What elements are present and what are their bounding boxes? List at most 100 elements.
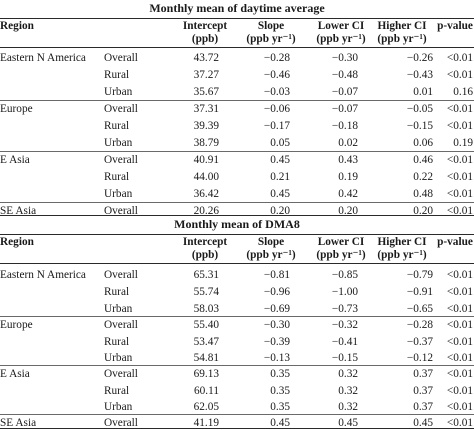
table-cell-lower-ci: 0.32	[338, 368, 358, 380]
column-header-intercept: (ppb)	[191, 249, 219, 261]
table-cell-intercept: 20.26	[193, 205, 219, 217]
table-cell-higher-ci: 0.37	[413, 401, 433, 413]
region-divider	[0, 151, 474, 152]
table-cell-slope: −0.96	[263, 286, 290, 298]
table-cell-higher-ci: 0.37	[413, 385, 433, 397]
table-cell-slope: −0.13	[263, 352, 290, 364]
column-header-higher-ci: Higher CI	[377, 236, 427, 248]
table-cell-slope: 0.35	[270, 368, 290, 380]
column-header-region: Region	[0, 236, 34, 248]
table-cell-lower-ci: 0.45	[338, 417, 358, 429]
table-cell-p-value: <0.01	[446, 303, 473, 315]
table-title: Monthly mean of daytime average	[149, 1, 325, 15]
table-cell-intercept: 40.91	[193, 154, 219, 166]
table-cell-lower-ci: 0.02	[338, 137, 358, 149]
table-cell-p-value: <0.01	[446, 52, 473, 64]
region-divider	[0, 202, 474, 203]
table-top-rule	[0, 234, 474, 235]
region-divider	[0, 100, 474, 101]
header-rule	[0, 263, 474, 264]
group-label: Overall	[104, 154, 138, 166]
column-header-intercept: Intercept	[182, 20, 228, 32]
column-header-higher-ci: Higher CI	[377, 20, 427, 32]
table-cell-higher-ci: 0.20	[413, 205, 433, 217]
table-cell-slope: −0.03	[263, 86, 290, 98]
table-cell-lower-ci: 0.32	[338, 401, 358, 413]
table-cell-higher-ci: 0.45	[413, 417, 433, 429]
table-cell-intercept: 55.74	[193, 286, 219, 298]
table-cell-higher-ci: 0.46	[413, 154, 433, 166]
table-cell-p-value: <0.01	[446, 69, 473, 81]
table-cell-lower-ci: 0.43	[338, 154, 358, 166]
group-label: Overall	[104, 269, 138, 281]
table-cell-p-value: <0.01	[446, 171, 473, 183]
table-cell-p-value: <0.01	[446, 188, 473, 200]
table-cell-lower-ci: −0.48	[331, 69, 358, 81]
region-divider	[0, 414, 474, 415]
table-cell-p-value: <0.01	[446, 269, 473, 281]
group-label: Rural	[104, 69, 130, 81]
table-cell-higher-ci: −0.91	[406, 286, 433, 298]
table-cell-p-value: <0.01	[446, 120, 473, 132]
region-divider	[0, 316, 474, 317]
column-header-p-value: p-value	[437, 236, 473, 248]
region-label: Eastern N America	[0, 269, 86, 281]
region-label: Europe	[0, 319, 33, 331]
table-cell-intercept: 37.27	[193, 69, 219, 81]
table-cell-higher-ci: −0.15	[406, 120, 433, 132]
column-header-lower-ci: Lower CI	[317, 236, 365, 248]
table-cell-p-value: <0.01	[446, 286, 473, 298]
table-cell-p-value: <0.01	[446, 154, 473, 166]
region-divider	[0, 365, 474, 366]
table-cell-slope: −0.46	[263, 69, 290, 81]
table-cell-intercept: 62.05	[193, 401, 219, 413]
table-cell-p-value: 0.19	[453, 137, 473, 149]
group-label: Overall	[104, 52, 138, 64]
column-header-lower-ci: (ppb yr⁻¹)	[316, 249, 366, 261]
table-cell-slope: 0.20	[270, 205, 290, 217]
table-bottom-rule	[0, 215, 474, 216]
table-cell-slope: 0.05	[270, 137, 290, 149]
table-cell-intercept: 37.31	[193, 103, 219, 115]
group-label: Urban	[104, 352, 133, 364]
table-cell-p-value: 0.16	[453, 86, 473, 98]
table-cell-slope: −0.17	[263, 120, 290, 132]
table-cell-lower-ci: 0.19	[338, 171, 358, 183]
table-cell-slope: 0.35	[270, 385, 290, 397]
table-cell-p-value: <0.01	[446, 336, 473, 348]
table-cell-slope: 0.45	[270, 188, 290, 200]
table-top-rule	[0, 18, 474, 19]
table-cell-p-value: <0.01	[446, 401, 473, 413]
group-label: Urban	[104, 86, 133, 98]
header-rule	[0, 47, 474, 48]
table-cell-lower-ci: −0.15	[331, 352, 358, 364]
table-cell-lower-ci: 0.32	[338, 385, 358, 397]
table-cell-slope: 0.45	[270, 154, 290, 166]
table-cell-intercept: 60.11	[194, 385, 219, 397]
column-header-slope: (ppb yr⁻¹)	[246, 249, 296, 261]
table-cell-intercept: 39.39	[193, 120, 219, 132]
column-header-intercept: Intercept	[182, 236, 228, 248]
table-cell-higher-ci: −0.43	[406, 69, 433, 81]
table-cell-higher-ci: −0.12	[406, 352, 433, 364]
table-cell-intercept: 53.47	[193, 336, 219, 348]
table-cell-p-value: <0.01	[446, 352, 473, 364]
group-label: Rural	[104, 336, 130, 348]
region-label: E Asia	[0, 154, 30, 166]
table-cell-intercept: 69.13	[193, 368, 219, 380]
table-cell-intercept: 43.72	[193, 52, 219, 64]
group-label: Urban	[104, 188, 133, 200]
table-cell-higher-ci: −0.37	[406, 336, 433, 348]
column-header-intercept: (ppb)	[191, 33, 219, 45]
table-cell-lower-ci: −0.41	[331, 336, 358, 348]
table-cell-intercept: 35.67	[193, 86, 219, 98]
group-label: Overall	[104, 368, 138, 380]
group-label: Urban	[104, 401, 133, 413]
table-cell-slope: 0.21	[270, 171, 290, 183]
region-label: SE Asia	[0, 205, 37, 217]
table-cell-slope: −0.28	[263, 52, 290, 64]
table-cell-lower-ci: −0.73	[331, 303, 358, 315]
group-label: Overall	[104, 417, 138, 429]
table-cell-slope: 0.35	[270, 401, 290, 413]
table-cell-slope: 0.45	[270, 417, 290, 429]
